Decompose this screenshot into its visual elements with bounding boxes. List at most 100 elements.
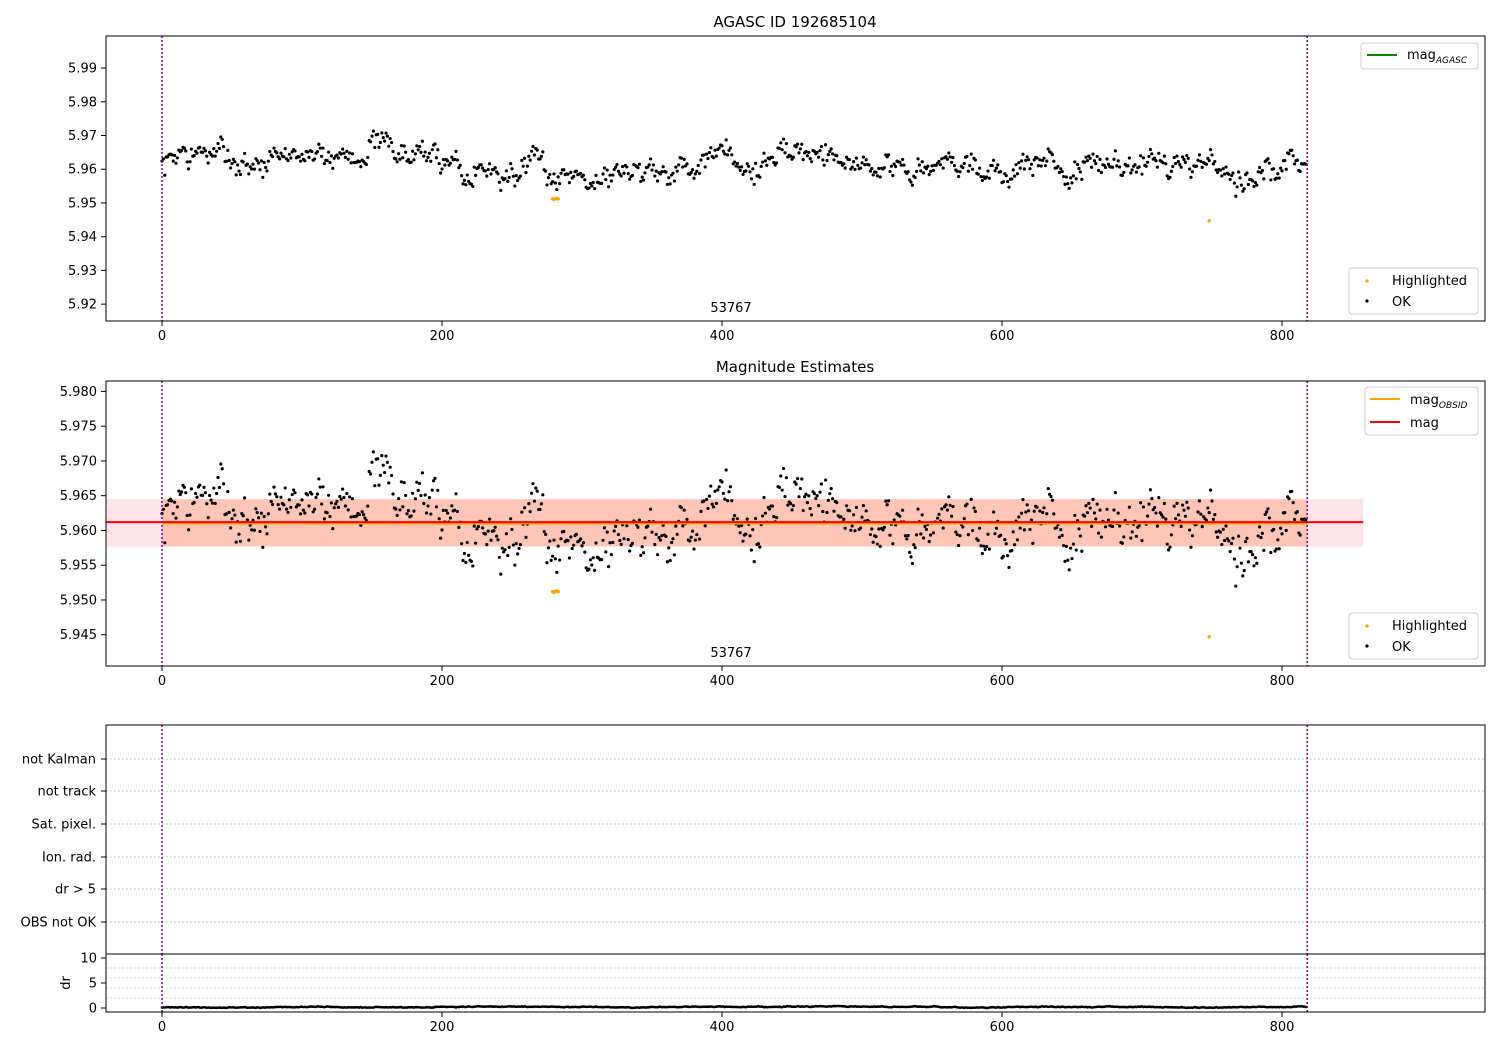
ok-point	[332, 506, 336, 510]
ok-point	[1011, 168, 1015, 172]
ok-point	[570, 546, 574, 551]
ok-point	[443, 163, 447, 167]
ok-point	[289, 156, 293, 160]
ok-point	[1197, 153, 1201, 157]
ok-point	[999, 169, 1003, 174]
ok-point	[965, 154, 969, 159]
ok-point	[877, 166, 881, 171]
ok-point	[948, 155, 952, 159]
ok-point	[741, 172, 745, 177]
highlighted-point	[556, 197, 560, 201]
ok-point	[462, 551, 466, 556]
ok-point	[972, 506, 976, 510]
ok-point	[1235, 185, 1239, 189]
ok-point	[216, 475, 220, 480]
ok-point	[712, 156, 716, 160]
ok-point	[1169, 533, 1173, 537]
ok-point	[1010, 177, 1014, 181]
ok-point	[839, 161, 843, 165]
ok-point	[175, 156, 179, 160]
ok-point	[366, 504, 370, 508]
ok-point	[1253, 556, 1257, 560]
ok-point	[614, 165, 618, 169]
ok-point	[968, 163, 972, 168]
ok-point	[864, 158, 868, 162]
ok-point	[1127, 505, 1131, 509]
ok-point	[366, 155, 370, 160]
ok-point	[593, 568, 597, 572]
ok-point	[784, 476, 789, 480]
ok-point	[297, 155, 301, 159]
ok-point	[243, 496, 247, 500]
ok-point	[416, 148, 420, 152]
ok-point	[1067, 186, 1071, 190]
ok-point	[339, 152, 343, 156]
ok-point	[1091, 152, 1095, 156]
p1-ytick-label-5.98: 5.98	[68, 95, 97, 110]
ok-point	[1255, 183, 1259, 187]
p1-ytick-label-5.96: 5.96	[68, 163, 97, 178]
ok-point	[395, 513, 399, 517]
ok-point	[1029, 518, 1033, 522]
ok-point	[287, 152, 291, 156]
ok-point	[378, 473, 382, 477]
ok-point	[962, 516, 966, 521]
ok-point	[1154, 159, 1158, 163]
ok-point	[418, 481, 422, 486]
ok-point	[178, 492, 182, 497]
ok-point	[1115, 164, 1119, 168]
ok-point	[325, 159, 329, 163]
ok-point	[940, 507, 944, 511]
ok-point	[415, 144, 419, 148]
ok-point	[754, 516, 758, 521]
ok-point	[689, 535, 693, 539]
ok-point	[549, 558, 553, 562]
ok-point	[605, 168, 609, 172]
ok-point	[581, 541, 586, 545]
ok-point	[535, 489, 539, 493]
ok-point	[808, 507, 812, 511]
ok-point	[219, 462, 223, 466]
ok-point	[555, 570, 559, 574]
ok-point	[992, 510, 996, 514]
flag-label-2: Sat. pixel.	[32, 818, 96, 833]
ok-point	[220, 467, 224, 471]
ok-point	[705, 152, 709, 156]
ok-point	[518, 174, 523, 178]
ok-point	[1218, 530, 1222, 534]
ok-point	[293, 149, 297, 153]
ok-point	[772, 515, 776, 519]
ok-point	[364, 162, 368, 167]
ok-point	[419, 150, 423, 154]
ok-point	[1251, 553, 1255, 557]
ok-point	[587, 186, 591, 190]
ok-point	[821, 509, 825, 514]
ok-point	[317, 477, 321, 481]
ok-point	[1279, 166, 1283, 170]
ok-point	[947, 495, 951, 499]
ok-point	[349, 515, 353, 519]
ok-point	[1246, 182, 1250, 187]
ok-point	[405, 512, 409, 516]
panel2-highlighted-points	[550, 589, 1211, 639]
ok-point	[709, 146, 713, 150]
ok-point	[1172, 155, 1176, 160]
ok-point	[706, 156, 710, 161]
ok-point	[448, 516, 452, 520]
ok-point	[231, 157, 235, 161]
ok-point	[1042, 506, 1046, 510]
ok-point	[665, 182, 670, 187]
ok-point	[1197, 499, 1201, 503]
ok-point	[594, 173, 598, 177]
ok-point	[882, 525, 887, 529]
ok-point	[406, 509, 410, 513]
ok-point	[801, 157, 805, 162]
ok-point	[770, 155, 775, 160]
ok-point	[864, 509, 868, 513]
ok-point	[1164, 517, 1168, 521]
ok-point	[646, 165, 650, 169]
ok-point	[1116, 511, 1120, 515]
ok-point	[539, 154, 544, 158]
ok-point	[357, 513, 361, 517]
ok-point	[626, 172, 630, 176]
